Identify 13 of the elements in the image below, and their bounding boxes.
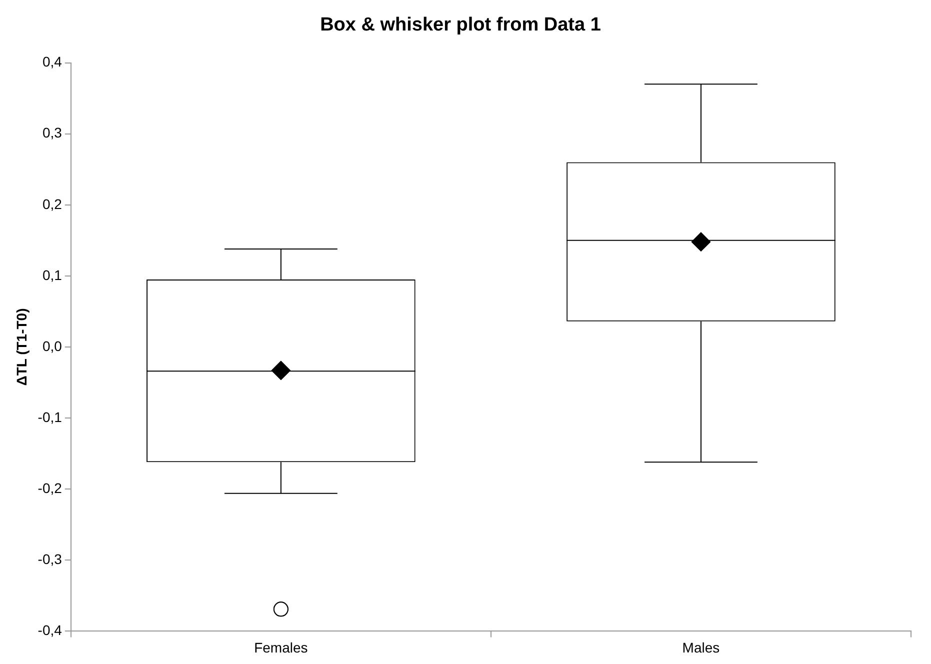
y-tick-label: 0,3	[42, 124, 62, 141]
y-tick-label: 0,2	[42, 196, 62, 212]
y-tick-label: 0,1	[42, 266, 62, 283]
y-tick-label: -0,4	[38, 622, 62, 638]
x-tick-label: Females	[254, 639, 308, 656]
y-tick-label: -0,1	[38, 408, 62, 425]
x-tick-label: Males	[682, 639, 720, 656]
chart-title: Box & whisker plot from Data 1	[320, 14, 602, 36]
y-tick-label: 0,4	[42, 54, 62, 70]
y-axis-title: ΔTL (T1-T0)	[13, 308, 30, 386]
y-tick-label: -0,3	[38, 551, 62, 568]
y-tick-label: -0,2	[38, 480, 62, 496]
y-tick-label: 0,0	[42, 338, 62, 354]
